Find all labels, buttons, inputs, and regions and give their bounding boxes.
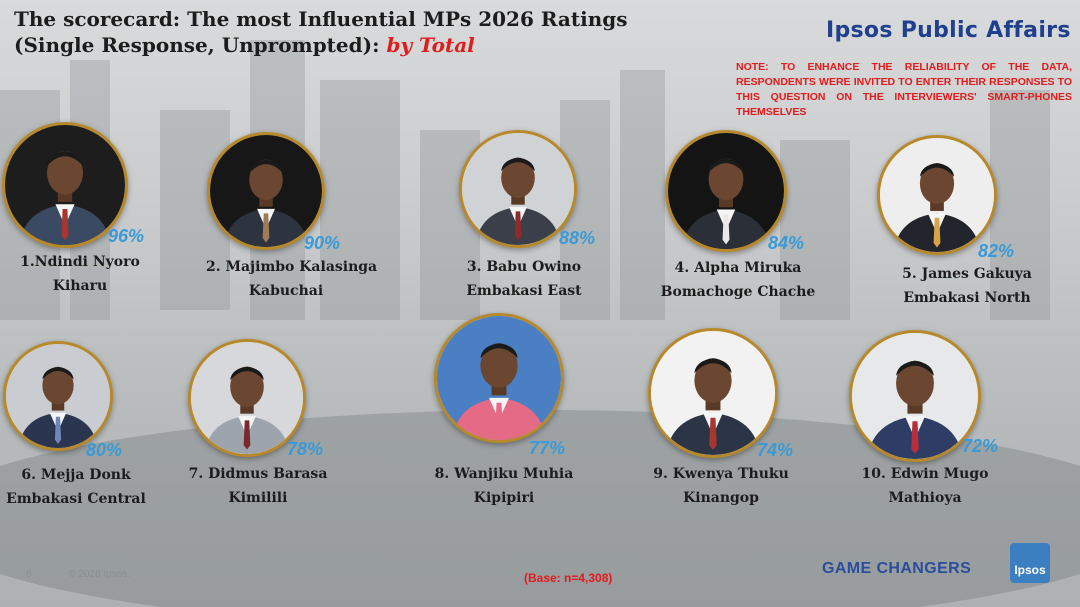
mp-rating: 90% <box>304 233 341 253</box>
portrait-illustration <box>880 138 994 252</box>
portrait-illustration <box>5 125 125 245</box>
portrait-illustration <box>210 135 322 247</box>
mp-label: 8. Wanjiku Muhia Kipipiri <box>424 462 584 510</box>
mp-photo <box>207 132 325 250</box>
mp-name: 3. Babu Owino <box>466 259 582 275</box>
mp-photo <box>188 339 306 457</box>
mp-constituency: Kimilili <box>228 490 288 506</box>
mp-label: 2. Majimbo Kalasinga Kabuchai <box>206 255 378 303</box>
mp-constituency: Kabuchai <box>248 283 324 299</box>
portrait-illustration <box>191 342 303 454</box>
footer-meta: 6 © 2026 Ipsos. <box>26 569 164 580</box>
mp-constituency: Kipipiri <box>473 490 535 506</box>
portrait-illustration <box>668 133 784 249</box>
mp-photo <box>665 130 787 252</box>
mp-rating: 74% <box>757 440 794 460</box>
mp-constituency: Bomachoge Chache <box>660 284 816 300</box>
mp-constituency: Embakasi East <box>466 283 582 299</box>
mp-rating: 88% <box>559 228 596 248</box>
mp-rating: 80% <box>86 440 123 460</box>
page-title: The scorecard: The most Influential MPs … <box>14 6 628 58</box>
portrait-illustration <box>6 344 110 448</box>
portrait-illustration <box>651 331 775 455</box>
mp-photo <box>3 341 113 451</box>
mp-name: 8. Wanjiku Muhia <box>434 466 574 482</box>
mp-photo <box>648 328 778 458</box>
mp-label: 10. Edwin Mugo Mathioya <box>845 462 1005 510</box>
title-line-1: The scorecard: The most Influential MPs … <box>14 7 628 31</box>
tagline: GAME CHANGERS <box>822 560 972 577</box>
mp-name: 7. Didmus Barasa <box>188 466 328 482</box>
mp-label: 6. Mejja Donk Embakasi Central <box>0 463 156 511</box>
mp-rating: 77% <box>529 438 566 458</box>
base-sample-size: (Base: n=4,308) <box>524 571 613 585</box>
mp-label: 5. James Gakuya Embakasi North <box>887 262 1047 310</box>
mp-photo <box>459 130 577 248</box>
mp-photo <box>877 135 997 255</box>
mp-name: 6. Mejja Donk <box>21 467 131 483</box>
reliability-note: NOTE: TO ENHANCE THE RELIABILITY OF THE … <box>736 61 1072 118</box>
page-number: 6 <box>26 569 32 580</box>
mp-constituency: Mathioya <box>888 490 962 506</box>
mp-photo <box>2 122 128 248</box>
logo-text: Ipsos <box>1014 563 1046 577</box>
mp-name: 5. James Gakuya <box>902 266 1032 282</box>
mp-constituency: Kiharu <box>52 278 108 294</box>
mp-label: 1.Ndindi Nyoro Kiharu <box>0 250 160 298</box>
title-line-2-text: (Single Response, Unprompted): <box>14 33 380 57</box>
title-emphasis: by Total <box>386 33 475 57</box>
mp-photo <box>434 313 564 443</box>
mp-constituency: Embakasi Central <box>6 491 146 507</box>
mp-rating: 72% <box>962 436 999 456</box>
mp-name: 1.Ndindi Nyoro <box>20 254 140 270</box>
brand-title: Ipsos Public Affairs <box>826 18 1071 43</box>
portrait-illustration <box>437 316 561 440</box>
mp-name: 2. Majimbo Kalasinga <box>206 259 378 275</box>
mp-label: 4. Alpha Miruka Bomachoge Chache <box>658 256 818 304</box>
mp-name: 9. Kwenya Thuku <box>653 466 789 482</box>
mp-photo <box>849 330 981 462</box>
portrait-illustration <box>462 133 574 245</box>
mp-constituency: Embakasi North <box>903 290 1031 306</box>
mp-label: 9. Kwenya Thuku Kinangop <box>641 462 801 510</box>
mp-constituency: Kinangop <box>683 490 759 506</box>
mp-rating: 96% <box>108 226 145 246</box>
mp-rating: 82% <box>978 241 1015 261</box>
title-line-2: (Single Response, Unprompted): by Total <box>14 32 628 58</box>
copyright: © 2026 Ipsos. <box>68 569 131 580</box>
mp-label: 3. Babu Owino Embakasi East <box>444 255 604 303</box>
mp-name: 4. Alpha Miruka <box>674 260 802 276</box>
mp-name: 10. Edwin Mugo <box>861 466 989 482</box>
mp-label: 7. Didmus Barasa Kimilili <box>178 462 338 510</box>
mp-rating: 84% <box>768 233 805 253</box>
ipsos-logo: Ipsos <box>1010 543 1050 583</box>
mp-rating: 78% <box>287 439 324 459</box>
portrait-illustration <box>852 333 978 459</box>
